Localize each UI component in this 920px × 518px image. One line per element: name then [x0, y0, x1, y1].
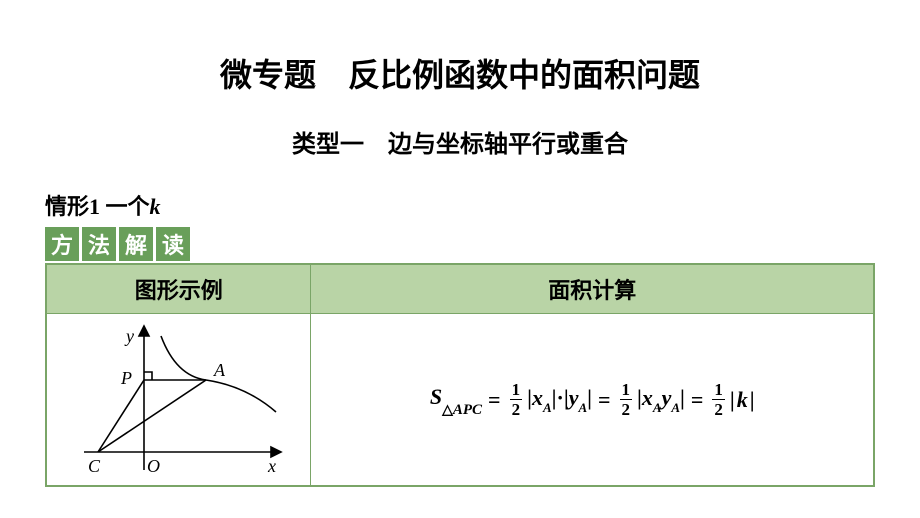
table-row: y x O A P C S△APC = 12 |xA|·|yA| = 12 |xAyA| …	[46, 314, 874, 487]
svg-text:A: A	[213, 360, 226, 380]
case-label-prefix: 情形1 一个	[45, 194, 150, 219]
content-table: 图形示例 面积计算 y x O A P C S△APC = 12 |xA|·|yA| = …	[45, 263, 875, 487]
method-label: 方 法 解 读	[45, 227, 875, 261]
f-S: S△APC	[430, 384, 482, 414]
svg-text:y: y	[124, 326, 134, 346]
svg-text:x: x	[267, 456, 276, 476]
formula-cell: S△APC = 12 |xA|·|yA| = 12 |xAyA| = 12 |k…	[311, 314, 874, 487]
method-char-2: 法	[82, 227, 116, 261]
main-title: 微专题 反比例函数中的面积问题	[45, 50, 875, 96]
f-eq1: =	[488, 387, 501, 413]
f-xa: |xA|·|yA|	[527, 385, 592, 414]
f-half3: 12	[712, 381, 725, 418]
f-half2: 12	[620, 381, 633, 418]
case-label-k: k	[150, 194, 161, 219]
svg-text:P: P	[120, 368, 132, 388]
method-char-1: 方	[45, 227, 79, 261]
f-k: |k|	[730, 387, 755, 413]
diagram-svg: y x O A P C	[66, 322, 291, 477]
area-formula: S△APC = 12 |xA|·|yA| = 12 |xAyA| = 12 |k…	[430, 381, 755, 418]
f-xaya: |xAyA|	[637, 385, 685, 414]
method-char-3: 解	[119, 227, 153, 261]
method-char-4: 读	[156, 227, 190, 261]
f-half1: 12	[510, 381, 523, 418]
f-eq2: =	[598, 387, 611, 413]
case-label: 情形1 一个k	[45, 189, 875, 221]
svg-text:O: O	[147, 456, 160, 476]
sub-title: 类型一 边与坐标轴平行或重合	[45, 124, 875, 159]
header-formula: 面积计算	[311, 264, 874, 314]
f-eq3: =	[691, 387, 704, 413]
svg-text:C: C	[88, 456, 101, 476]
diagram-cell: y x O A P C	[46, 314, 311, 487]
table-header-row: 图形示例 面积计算	[46, 264, 874, 314]
header-diagram: 图形示例	[46, 264, 311, 314]
